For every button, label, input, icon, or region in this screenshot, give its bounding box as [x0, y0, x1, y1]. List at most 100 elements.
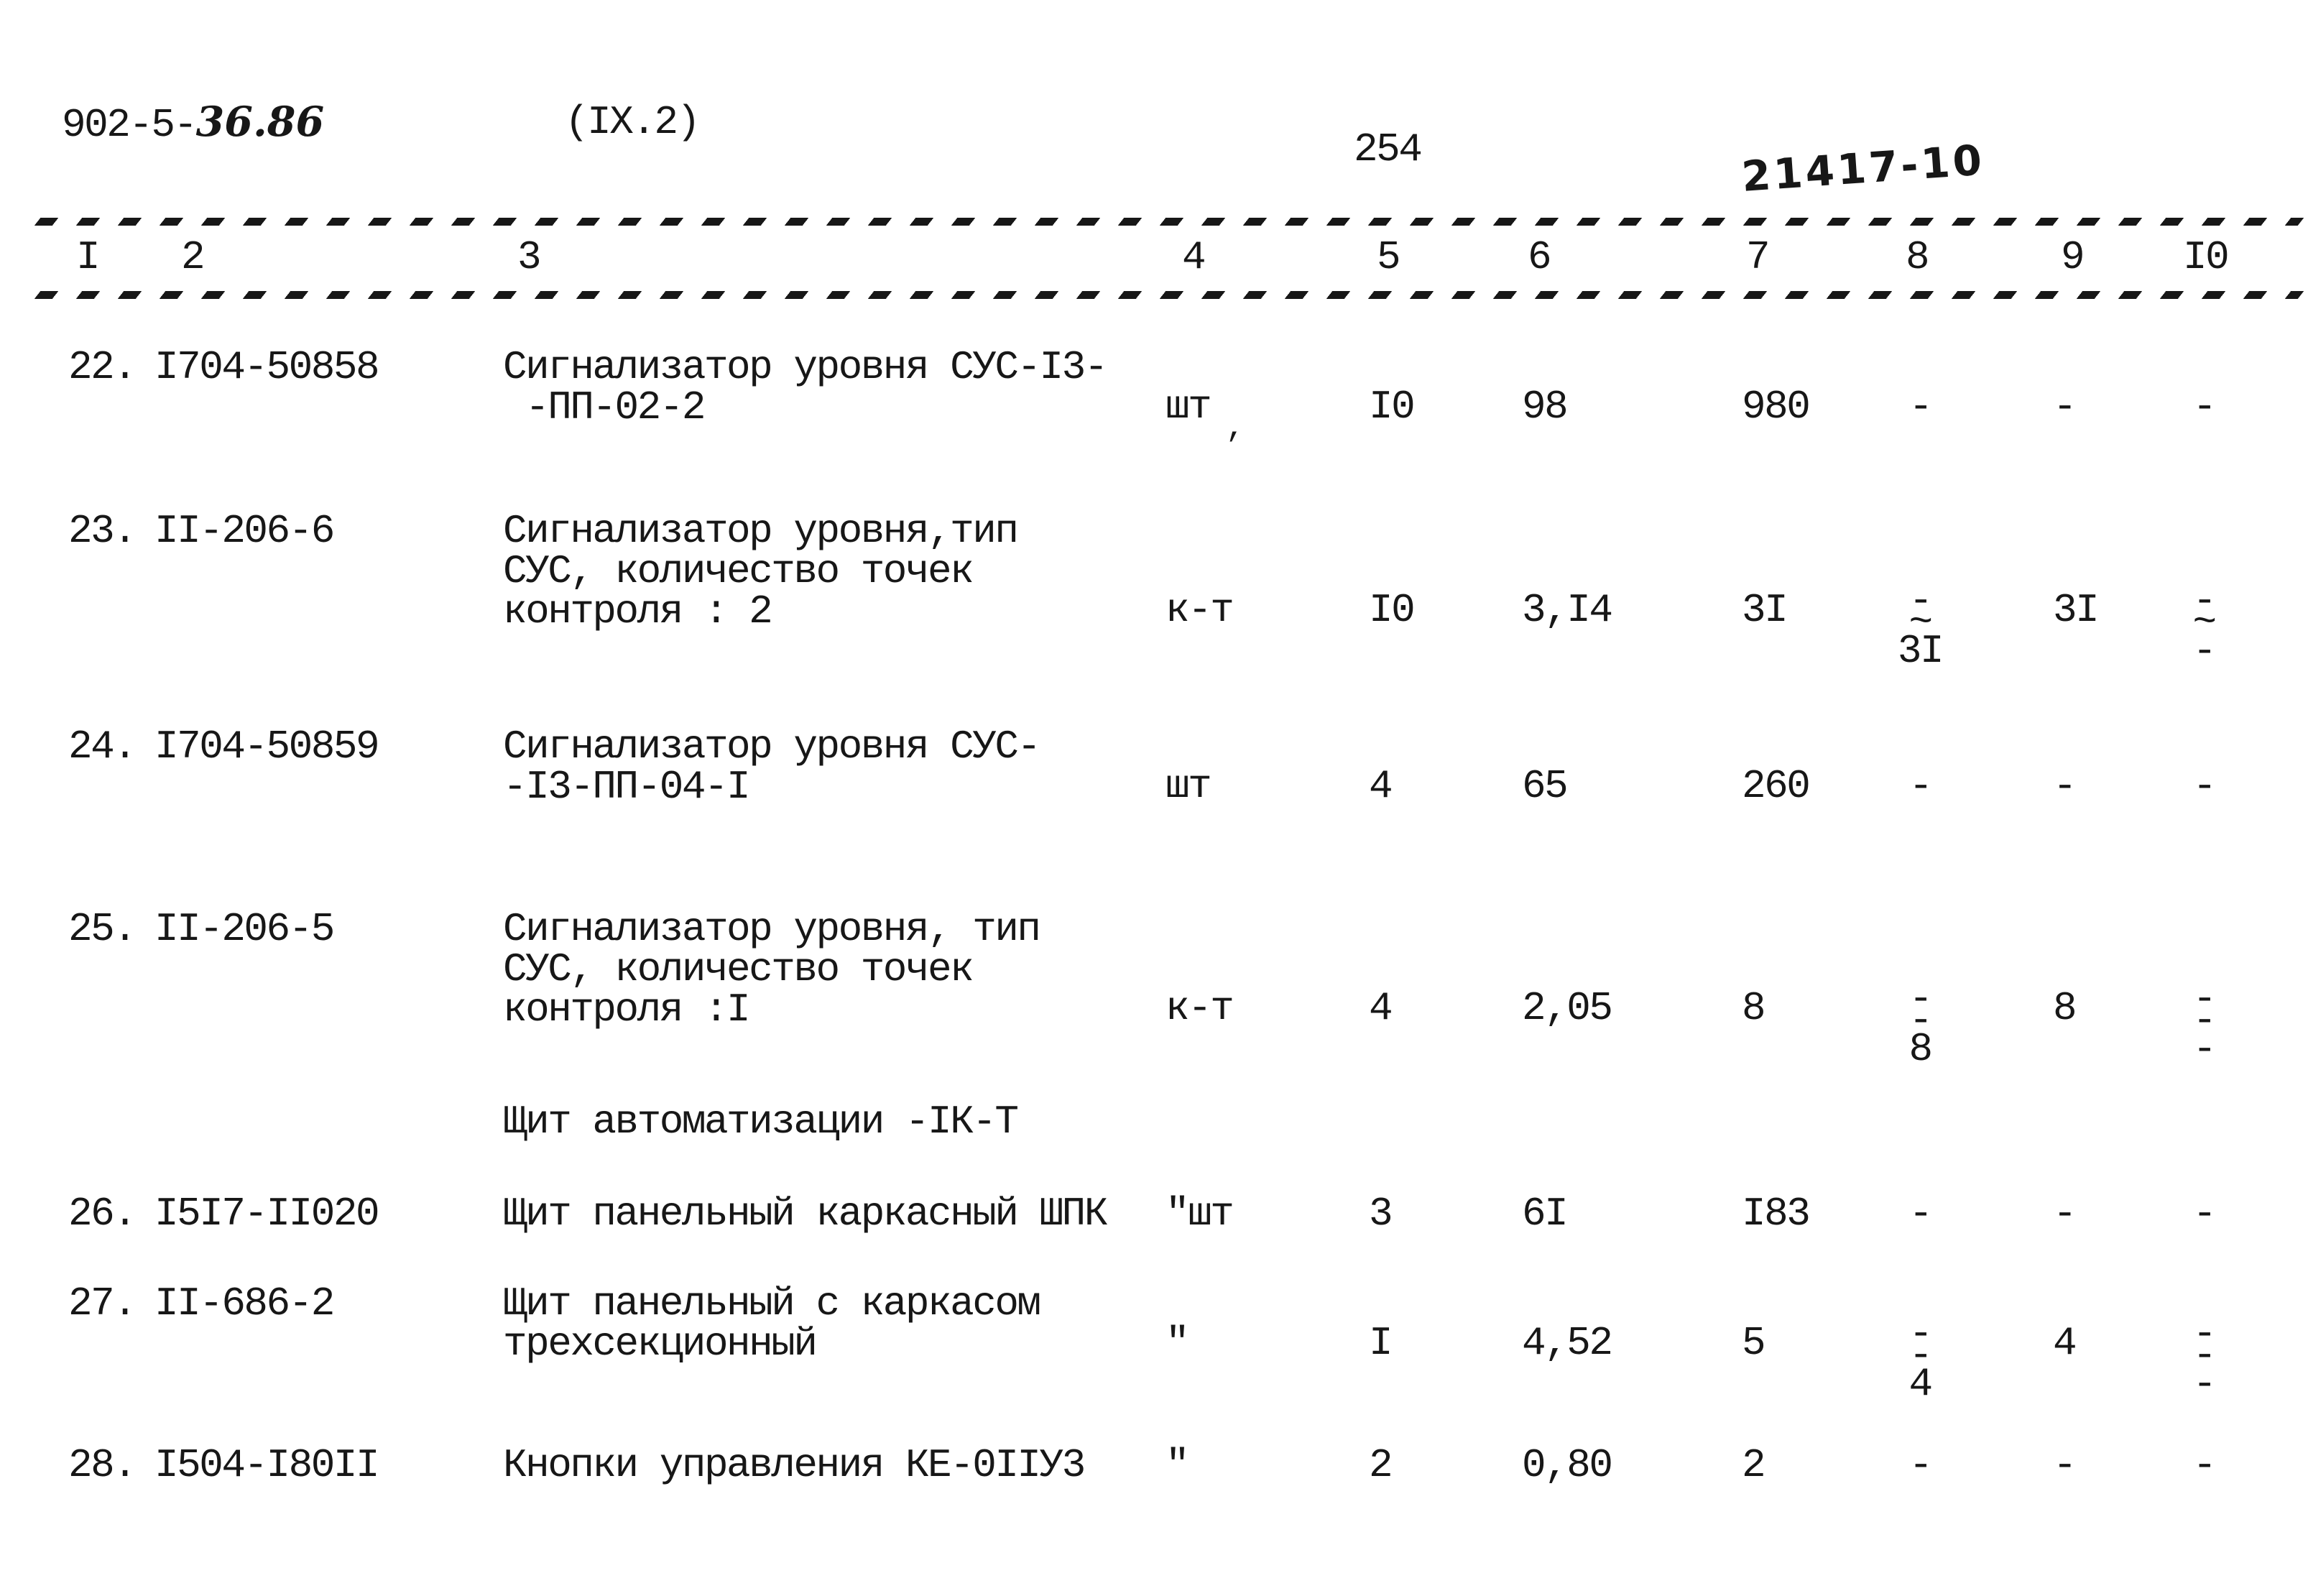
item-unit: " [1165, 1442, 1190, 1488]
item-unit: к-т [1165, 985, 1234, 1031]
row-number: 25. [68, 906, 137, 952]
item-qty: 4 [1369, 763, 1393, 809]
item-sum: 5 [1742, 1320, 1766, 1366]
item-name-line: Щит панельный с каркасом [503, 1281, 1041, 1327]
item-name-line: СУС, количество точек [503, 548, 974, 594]
section-ref: (IX.2) [565, 99, 701, 145]
col8-value-line: - [1908, 1191, 1933, 1237]
item-name-line: Кнопки управления КЕ-0IIУ3 [503, 1442, 1086, 1488]
table-row: 27. II-686-2 Щит панельный с каркасом трехс… [0, 1281, 2308, 1407]
item-name-line: контроля : 2 [503, 589, 773, 635]
column-number: 4 [1182, 234, 1206, 280]
item-code: I704-50859 [154, 724, 380, 770]
col10-value-line: - [2192, 1442, 2217, 1488]
col9-value: - [2053, 384, 2077, 430]
item-unit: " [1165, 1320, 1190, 1366]
table-row: 24. I704-50859 Сигнализатор уровня СУС- -I3… [0, 726, 2308, 807]
row-number: 26. [68, 1191, 137, 1237]
col10-value-line: - [2192, 763, 2217, 809]
col8-value-cell: - ~3I [1890, 511, 2053, 674]
col10-value-line: - [2192, 1191, 2217, 1237]
item-name-line: Сигнализатор уровня СУС- [503, 724, 1041, 770]
col10-value-cell: - [2174, 1194, 2308, 1234]
table-row: 23. II-206-6 Сигнализатор уровня,тип СУС, к… [0, 508, 2308, 674]
col10-value: --- [2174, 979, 2234, 1069]
item-qty: I0 [1369, 587, 1416, 633]
item-name-line: СУС, количество точек [503, 946, 974, 992]
item-price: 2,05 [1522, 985, 1613, 1031]
item-code: I504-I80II [154, 1442, 380, 1488]
row-number: 28. [68, 1442, 137, 1488]
col8-value: - [1890, 1194, 1950, 1234]
doc-number: 902-5-36.86 [62, 101, 324, 148]
col8-value-line: - [1908, 763, 1933, 809]
item-unit: "шт [1165, 1191, 1234, 1237]
col10-value: - [2174, 1445, 2234, 1485]
item-price: 98 [1522, 384, 1569, 430]
section-heading: Щит автоматизации -IК-Т [503, 1099, 1019, 1145]
col9-value: - [2053, 1191, 2077, 1237]
col10-value-cell: - [2174, 1445, 2308, 1485]
row-number: 22. [68, 344, 137, 390]
col10-value-cell: --- [2174, 909, 2308, 1069]
item-name-line: трехсекционный [503, 1321, 818, 1367]
item-unit: шт [1165, 384, 1212, 430]
item-name-line: Щит панельный каркасный ШПК [503, 1191, 1108, 1237]
item-qty: I0 [1369, 384, 1416, 430]
row-number: 27. [68, 1281, 137, 1327]
item-name: Сигнализатор уровня,тип СУС, количество т… [503, 511, 1155, 632]
item-price: 6I [1522, 1191, 1569, 1237]
dashed-separator-top [34, 218, 2304, 226]
col10-value-cell: - ~ - [2174, 511, 2308, 674]
item-name-line: Сигнализатор уровня СУС-I3- [503, 344, 1108, 390]
item-sum: 8 [1742, 985, 1766, 1031]
col10-value: - [2174, 387, 2234, 427]
col8-value: --4 [1890, 1314, 1950, 1407]
col8-value-line: 8 [1908, 1026, 1933, 1072]
col8-value-cell: - [1890, 1445, 2053, 1485]
col8-value: - [1890, 1445, 1950, 1485]
col8-value: - [1890, 387, 1950, 427]
doc-number-typed: 902-5- [62, 102, 198, 148]
item-qty: 2 [1369, 1442, 1393, 1488]
col8-value-cell: - [1890, 1194, 2053, 1234]
col10-value: - [2174, 1194, 2234, 1234]
column-number: I0 [2183, 234, 2230, 280]
item-name: Щит панельный с каркасом трехсекционный [503, 1283, 1155, 1364]
item-sum: I83 [1742, 1191, 1811, 1237]
col10-value-cell: - [2174, 726, 2308, 806]
item-price: 3,I4 [1522, 587, 1613, 633]
column-header-row: I 2 3 4 5 6 7 8 9 I0 [0, 237, 2308, 282]
col10-value-line: - [2192, 1361, 2217, 1407]
item-code: I704-50858 [154, 344, 380, 390]
item-price: 4,52 [1522, 1320, 1613, 1366]
col8-value-line: 3I [1897, 628, 1944, 674]
item-price: 65 [1522, 763, 1569, 809]
column-number: 7 [1746, 234, 1771, 280]
item-code: II-206-6 [154, 508, 335, 554]
col8-value-line: - [1908, 384, 1933, 430]
item-sum: 2 [1742, 1442, 1766, 1488]
item-qty: 4 [1369, 985, 1393, 1031]
table-row: 26. I5I7-II020 Щит панельный каркасный ШПК… [0, 1194, 2308, 1234]
item-name-line: -I3-ПП-04-I [503, 764, 751, 810]
column-number: I [76, 234, 101, 280]
table-row: 25. II-206-5 Сигнализатор уровня, тип СУС, … [0, 906, 2308, 1072]
table-row: 22. I704-50858 Сигнализатор уровня СУС-I3-… [0, 347, 2308, 428]
col8-value-line: 4 [1908, 1361, 1933, 1407]
item-code: I5I7-II020 [154, 1191, 380, 1237]
table-row: 28. I504-I80II Кнопки управления КЕ-0IIУ3 "… [0, 1445, 2308, 1485]
item-name-line: Сигнализатор уровня, тип [503, 906, 1041, 952]
col10-value: - ~ - [2174, 581, 2234, 674]
doc-number-handwritten: 36.86 [195, 98, 325, 146]
col8-value-cell: - [1890, 347, 2053, 427]
row-number: 24. [68, 724, 137, 770]
item-sum: 980 [1742, 384, 1811, 430]
col10-value-line: - [2192, 628, 2217, 674]
page-number: 254 [1354, 126, 1423, 172]
column-number: 9 [2061, 234, 2085, 280]
item-name: Щит панельный каркасный ШПК [503, 1194, 1155, 1234]
ink-speck: , [1226, 410, 1245, 446]
item-qty: I [1369, 1320, 1393, 1366]
